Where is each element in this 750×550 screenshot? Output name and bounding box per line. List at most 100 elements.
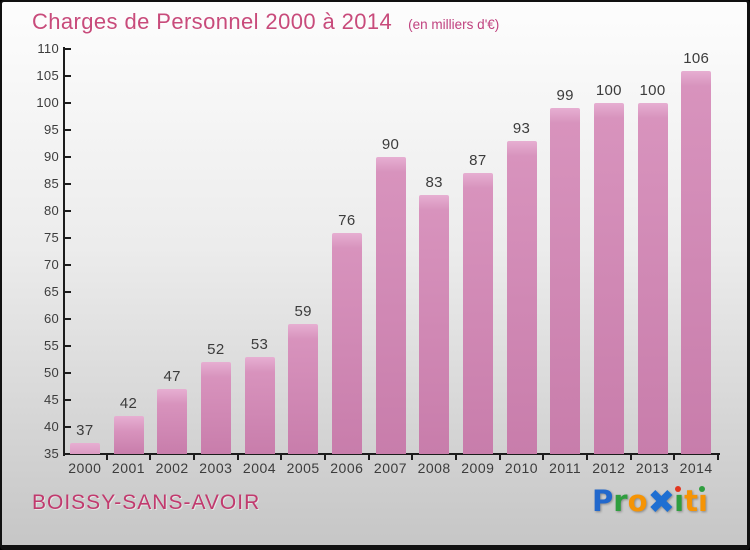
x-tick: [236, 455, 239, 460]
bar: [331, 232, 362, 454]
bar: [637, 103, 668, 454]
y-tick-label: 80: [43, 203, 59, 218]
bar: [462, 173, 493, 454]
x-tick-label: 2001: [111, 460, 146, 476]
bar: [69, 443, 100, 454]
x-tick-label: 2014: [679, 460, 713, 476]
page-title: Charges de Personnel 2000 à 2014: [32, 9, 393, 34]
y-tick-label: 105: [36, 68, 59, 83]
y-tick: [65, 453, 71, 455]
bar: [200, 362, 231, 454]
x-tick: [673, 455, 676, 460]
x-tick-label: 2009: [461, 460, 495, 476]
logo-i-dot: [699, 486, 705, 492]
x-tick: [367, 455, 370, 460]
y-tick: [65, 156, 71, 158]
x-tick: [455, 455, 457, 460]
x-tick-label: 2003: [199, 460, 233, 476]
x-tick: [717, 455, 719, 460]
proxiti-logo: Pro✖ı tı: [592, 484, 708, 518]
y-tick: [65, 345, 71, 347]
bar-value-label: 87: [469, 152, 487, 170]
bar-value-label: 37: [76, 422, 94, 440]
x-tick: [411, 455, 414, 460]
bar-value-label: 100: [639, 82, 666, 99]
bar: [375, 157, 406, 454]
y-axis: [63, 47, 65, 456]
header: Charges de Personnel 2000 à 2014 (en mil…: [32, 9, 499, 35]
bar-value-label: 59: [294, 303, 312, 321]
bar-value-label: 42: [119, 395, 138, 413]
bar-value-label: 90: [381, 136, 400, 153]
y-tick-label: 110: [37, 41, 59, 56]
x-tick-label: 2002: [155, 460, 189, 476]
bar-value-label: 100: [595, 82, 622, 99]
bar: [681, 70, 712, 454]
logo-letter: t: [684, 484, 698, 518]
logo-letter: P: [592, 484, 614, 518]
y-tick-label: 100: [36, 95, 59, 110]
bar-value-label: 52: [207, 341, 225, 359]
x-tick-label: 2008: [417, 460, 451, 476]
x-tick-label: 2006: [330, 460, 364, 476]
y-tick: [65, 264, 71, 266]
y-tick-label: 40: [43, 419, 59, 434]
bar-value-label: 53: [250, 335, 269, 353]
y-tick-label: 95: [43, 122, 59, 137]
x-tick: [586, 455, 588, 460]
bar-value-label: 93: [512, 119, 531, 137]
y-tick: [65, 75, 71, 77]
y-tick-label: 55: [43, 338, 59, 353]
commune-name: BOISSY-SANS-AVOIR: [32, 491, 261, 514]
y-tick-label: 90: [43, 149, 59, 164]
y-tick-label: 60: [43, 311, 59, 326]
x-tick-label: 2005: [286, 460, 320, 476]
bar: [288, 324, 319, 454]
logo-letter: ı: [674, 484, 685, 518]
x-tick: [280, 455, 283, 460]
x-tick: [105, 455, 108, 460]
x-tick-label: 2013: [635, 460, 670, 476]
x-tick-label: 2011: [549, 460, 582, 476]
bar-value-label: 76: [338, 211, 356, 229]
x-tick: [149, 455, 152, 460]
x-tick-label: 2004: [242, 460, 277, 476]
y-tick: [65, 129, 71, 131]
bar: [506, 140, 537, 454]
x-tick: [629, 455, 632, 460]
y-tick: [65, 372, 71, 374]
y-tick: [65, 426, 71, 428]
x-tick-label: 2012: [592, 460, 626, 476]
y-tick: [65, 237, 71, 239]
x-tick-label: 2010: [504, 460, 539, 476]
y-tick-label: 70: [43, 257, 59, 272]
logo-letter: ı: [698, 484, 708, 518]
x-tick: [324, 455, 326, 460]
logo-x-icon: ✖: [647, 482, 676, 521]
y-tick: [65, 291, 71, 293]
bar: [550, 108, 581, 454]
x-tick-label: 2007: [373, 460, 408, 476]
y-tick-label: 75: [43, 230, 59, 245]
y-tick: [65, 102, 71, 104]
bar: [113, 416, 144, 454]
y-tick-label: 50: [43, 365, 59, 380]
y-tick-label: 85: [43, 176, 59, 191]
bar: [593, 103, 624, 454]
y-tick: [65, 210, 71, 212]
bar-value-label: 47: [163, 368, 181, 386]
y-tick: [65, 48, 71, 50]
page-subtitle: (en milliers d'€): [408, 17, 500, 32]
y-tick: [65, 318, 71, 320]
x-tick: [193, 455, 195, 460]
bar: [244, 356, 275, 454]
bar: [419, 194, 450, 454]
bar: [157, 389, 188, 454]
y-tick-label: 45: [43, 392, 59, 407]
x-axis: [63, 453, 720, 455]
y-tick-label: 35: [43, 446, 59, 461]
y-tick: [65, 399, 71, 401]
logo-letter: r: [613, 484, 628, 518]
